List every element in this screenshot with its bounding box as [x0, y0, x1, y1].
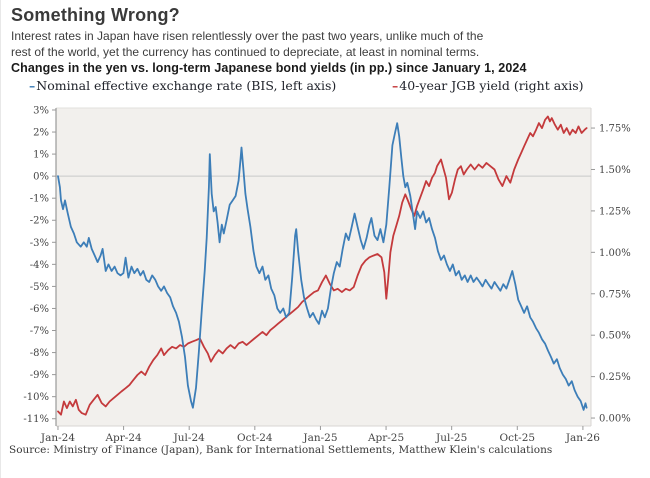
- jgb-legend-label: 40-year JGB yield (right axis): [399, 78, 584, 93]
- chart-title: Changes in the yen vs. long-term Japanes…: [11, 61, 527, 75]
- plot-area: [56, 108, 591, 426]
- right-axis-tick-label: 1.00%: [599, 248, 631, 259]
- right-axis-tick-label: 0.25%: [599, 372, 631, 383]
- left-axis-tick-label: 2%: [33, 128, 49, 139]
- x-axis-tick-label: Jan-25: [302, 432, 337, 444]
- x-axis-tick-label: Jan-26: [565, 432, 600, 444]
- right-axis-tick-label: 1.50%: [599, 165, 631, 176]
- right-axis-tick-label: 1.75%: [599, 124, 631, 135]
- jgb-line-series: [57, 115, 588, 416]
- x-axis-tick-label: Apr-25: [367, 432, 404, 444]
- jgb-legend-dash-icon: –: [392, 78, 399, 93]
- page-title: Something Wrong?: [11, 5, 180, 25]
- neer-line-series: [57, 122, 588, 411]
- left-axis-tick-label: -2%: [30, 216, 49, 227]
- left-axis-tick-label: -3%: [30, 238, 49, 249]
- right-axis-tick-label: 1.25%: [599, 206, 631, 217]
- left-axis-tick-label: -11%: [23, 414, 49, 425]
- x-axis-tick-label: Jul-25: [435, 432, 467, 444]
- source-note: Source: Ministry of Finance (Japan), Ban…: [9, 444, 553, 456]
- x-axis-tick-label: Oct-25: [499, 432, 535, 444]
- left-axis-tick-label: -6%: [30, 304, 49, 315]
- x-axis-tick-label: Jan-24: [40, 432, 75, 444]
- right-axis-tick-label: 0.00%: [599, 414, 631, 425]
- legend-item-neer: –Nominal effective exchange rate (BIS, l…: [29, 78, 336, 93]
- right-axis-tick-label: 0.75%: [599, 289, 631, 300]
- left-axis-tick-label: -9%: [30, 370, 49, 381]
- left-axis-tick-label: 0%: [33, 172, 49, 183]
- left-axis-tick-label: -8%: [30, 348, 49, 359]
- left-axis-tick-label: -1%: [30, 194, 49, 205]
- left-axis-tick-label: -4%: [30, 260, 49, 271]
- left-axis-tick-label: -7%: [30, 326, 49, 337]
- x-axis-tick-label: Apr-24: [104, 432, 142, 444]
- legend-item-jgb: –40-year JGB yield (right axis): [392, 78, 584, 93]
- left-axis-tick-label: 3%: [33, 105, 49, 116]
- x-axis-tick-label: Jul-24: [173, 432, 206, 444]
- left-axis-tick-label: -10%: [23, 392, 49, 403]
- left-axis-tick-label: 1%: [33, 150, 49, 161]
- subtitle-line-1: Interest rates in Japan have risen relen…: [11, 29, 484, 43]
- neer-legend-dash-icon: –: [29, 78, 36, 93]
- subtitle-line-2: rest of the world, yet the currency has …: [11, 45, 480, 59]
- neer-legend-label: Nominal effective exchange rate (BIS, le…: [36, 78, 337, 93]
- chart-subtitle: Interest rates in Japan have risen relen…: [11, 28, 636, 60]
- x-axis-tick-label: Oct-24: [237, 432, 273, 444]
- chart-legend: –Nominal effective exchange rate (BIS, l…: [1, 78, 650, 96]
- right-axis-tick-label: 0.50%: [599, 331, 631, 342]
- left-axis-tick-label: -5%: [30, 282, 49, 293]
